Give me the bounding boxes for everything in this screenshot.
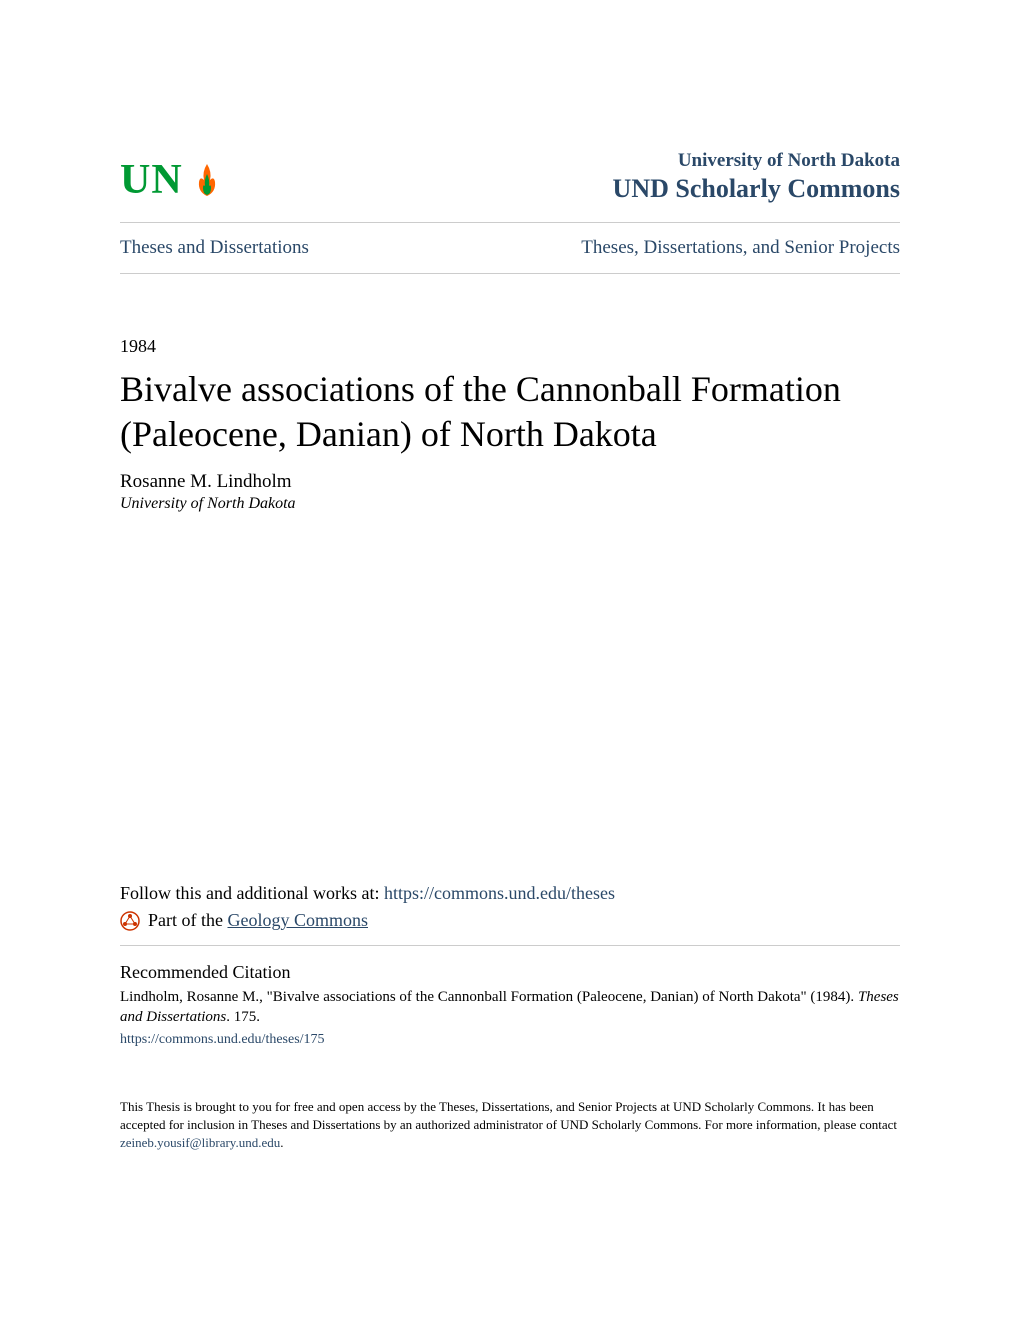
access-text-body: This Thesis is brought to you for free a… [120, 1099, 897, 1132]
publication-year: 1984 [120, 336, 900, 357]
citation-url-link[interactable]: https://commons.und.edu/theses/175 [120, 1032, 900, 1048]
header-right: University of North Dakota UND Scholarly… [613, 150, 900, 204]
logo-text: UN [120, 157, 183, 203]
institution-name[interactable]: University of North Dakota [613, 150, 900, 172]
document-title: Bivalve associations of the Cannonball F… [120, 367, 900, 457]
repository-name[interactable]: UND Scholarly Commons [613, 174, 900, 204]
header-row: UN University of North Dakota UND Schola… [120, 150, 900, 223]
logo: UN [120, 156, 220, 204]
access-statement: This Thesis is brought to you for free a… [120, 1098, 900, 1153]
author-affiliation: University of North Dakota [120, 495, 900, 513]
part-row: Part of the Geology Commons [120, 910, 900, 946]
breadcrumb-row: Theses and Dissertations Theses, Dissert… [120, 223, 900, 274]
page-container: UN University of North Dakota UND Schola… [0, 0, 1020, 1212]
citation-suffix: . 175. [226, 1009, 260, 1025]
citation-prefix: Lindholm, Rosanne M., "Bivalve associati… [120, 989, 858, 1005]
access-period: . [280, 1135, 283, 1150]
citation-heading: Recommended Citation [120, 962, 900, 983]
breadcrumb-left[interactable]: Theses and Dissertations [120, 237, 309, 259]
part-label: Part of the [148, 910, 227, 930]
follow-label: Follow this and additional works at: [120, 883, 384, 903]
breadcrumb-right[interactable]: Theses, Dissertations, and Senior Projec… [581, 237, 900, 259]
part-text: Part of the Geology Commons [148, 910, 368, 931]
follow-url-link[interactable]: https://commons.und.edu/theses [384, 883, 615, 903]
citation-text: Lindholm, Rosanne M., "Bivalve associati… [120, 987, 900, 1028]
contact-email-link[interactable]: zeineb.yousif@library.und.edu [120, 1135, 280, 1150]
logo-flame-icon [183, 157, 221, 203]
follow-text: Follow this and additional works at: htt… [120, 883, 900, 904]
follow-section: Follow this and additional works at: htt… [120, 883, 900, 1152]
network-icon [120, 911, 140, 931]
part-link[interactable]: Geology Commons [227, 910, 368, 930]
author-name: Rosanne M. Lindholm [120, 471, 900, 493]
